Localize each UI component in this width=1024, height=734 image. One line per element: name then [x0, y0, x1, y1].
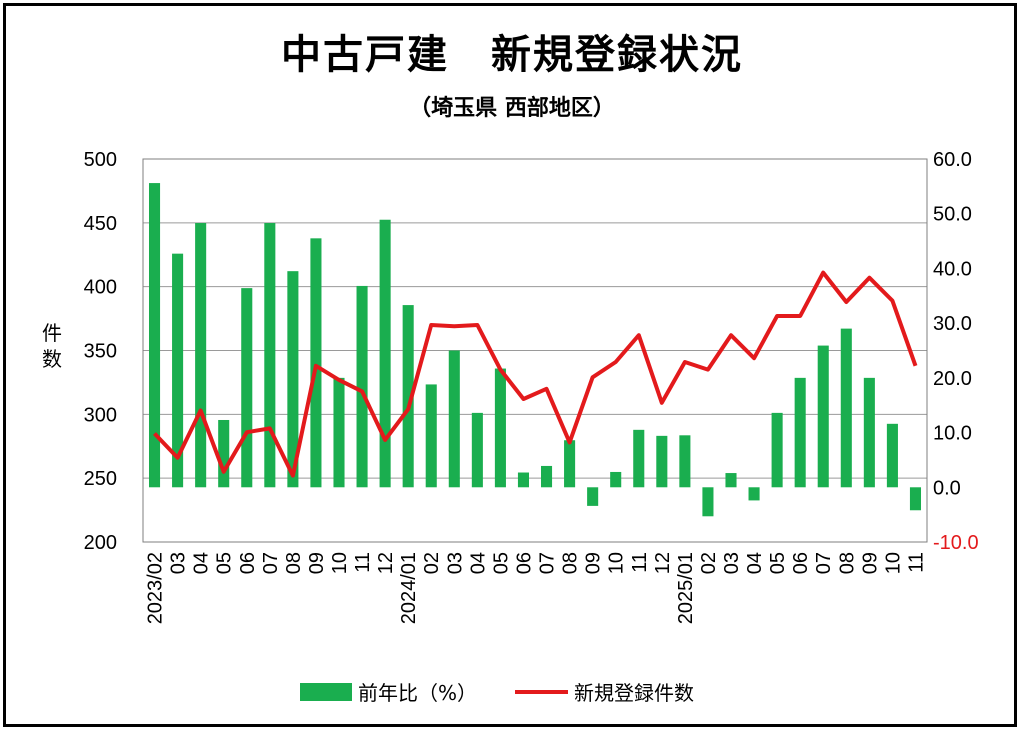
bar [702, 487, 714, 517]
bar [610, 471, 622, 488]
bar [148, 183, 161, 488]
left-tick-label: 450 [84, 213, 117, 235]
bar [402, 305, 414, 488]
bar [540, 465, 553, 488]
legend-label-line: 新規登録件数 [574, 681, 694, 705]
bar [886, 423, 898, 488]
x-tick-label: 03 [168, 552, 190, 574]
bar [725, 473, 737, 488]
x-tick-label: 02 [698, 552, 720, 574]
left-tick-label: 500 [84, 149, 117, 171]
x-tick-label: 05 [767, 552, 789, 574]
bar [909, 487, 922, 511]
x-tick-label: 2025/01 [675, 552, 697, 624]
bar [241, 288, 253, 488]
x-tick-label: 09 [306, 552, 328, 574]
bar [356, 285, 368, 488]
bar [840, 328, 852, 488]
bar [264, 223, 276, 488]
x-tick-label: 10 [882, 552, 904, 574]
x-tick-label: 12 [375, 552, 397, 574]
x-tick-label: 2023/02 [145, 552, 167, 624]
bar [287, 271, 299, 488]
left-tick-label: 400 [84, 277, 117, 299]
x-tick-label: 05 [214, 552, 236, 574]
x-tick-label: 08 [560, 552, 582, 574]
right-tick-label: -10.0 [933, 532, 979, 554]
x-tick-label: 10 [606, 552, 628, 574]
left-tick-label: 250 [84, 468, 117, 490]
x-tick-label: 06 [237, 552, 259, 574]
bar [679, 435, 691, 488]
bar [633, 429, 645, 488]
x-tick-label: 12 [652, 552, 674, 574]
right-tick-label: 10.0 [933, 423, 972, 445]
right-tick-label: 50.0 [933, 204, 972, 226]
right-tick-label: 20.0 [933, 368, 972, 390]
right-tick-label: 60.0 [933, 149, 972, 171]
bar [218, 419, 230, 488]
x-tick-label: 11 [905, 552, 927, 573]
y-axis-label-char: 件 [42, 321, 62, 345]
x-tick-label: 09 [583, 552, 605, 574]
bar [748, 487, 760, 501]
bar [172, 253, 184, 488]
x-tick-label: 09 [859, 552, 881, 574]
left-tick-label: 350 [84, 341, 117, 363]
x-tick-label: 11 [352, 552, 374, 573]
legend-label-bar: 前年比（%） [358, 681, 477, 705]
x-tick-label: 04 [744, 552, 766, 574]
x-tick-label: 07 [813, 552, 835, 574]
plot-area-border [142, 158, 928, 543]
x-tick-label: 05 [490, 552, 512, 574]
x-tick-label: 03 [721, 552, 743, 574]
legend-swatch-bar [300, 683, 352, 701]
bar [471, 412, 483, 488]
bar [817, 345, 829, 488]
chart-subtitle: （埼玉県 西部地区） [409, 96, 615, 121]
bar [310, 238, 322, 488]
x-tick-label: 04 [467, 552, 489, 574]
left-tick-label: 200 [84, 532, 117, 554]
right-tick-label: 40.0 [933, 258, 972, 280]
y-axis-label-char: 数 [42, 347, 62, 371]
bar [771, 412, 783, 488]
bar [794, 377, 806, 488]
bar [425, 384, 437, 488]
x-tick-label: 2024/01 [398, 552, 420, 624]
x-tick-label: 10 [329, 552, 351, 574]
bar [517, 472, 530, 488]
x-tick-label: 07 [260, 552, 282, 574]
left-tick-label: 300 [84, 404, 117, 426]
bar [379, 219, 391, 488]
bar [195, 223, 207, 488]
line-series [153, 270, 918, 478]
bar [564, 440, 576, 488]
bar [448, 350, 460, 488]
x-tick-label: 11 [629, 552, 651, 573]
bar [494, 368, 506, 488]
x-tick-label: 08 [283, 552, 305, 574]
bar [587, 487, 599, 506]
x-tick-label: 02 [421, 552, 443, 574]
x-tick-label: 06 [790, 552, 812, 574]
bar [863, 377, 875, 488]
right-tick-label: 30.0 [933, 313, 972, 335]
x-tick-label: 08 [836, 552, 858, 574]
x-tick-label: 07 [537, 552, 559, 574]
x-tick-label: 04 [191, 552, 213, 574]
chart-title: 中古戸建 新規登録状況 [281, 32, 743, 78]
bar [333, 377, 345, 488]
bar [656, 435, 668, 488]
right-tick-label: 0.0 [933, 477, 961, 499]
x-tick-label: 03 [444, 552, 466, 574]
x-tick-label: 06 [513, 552, 535, 574]
